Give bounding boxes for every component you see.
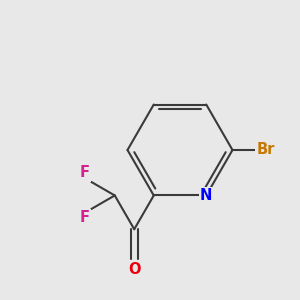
- Text: F: F: [80, 211, 90, 226]
- Text: Br: Br: [256, 142, 275, 158]
- Text: O: O: [128, 262, 140, 277]
- Text: F: F: [80, 166, 90, 181]
- Text: N: N: [200, 188, 212, 203]
